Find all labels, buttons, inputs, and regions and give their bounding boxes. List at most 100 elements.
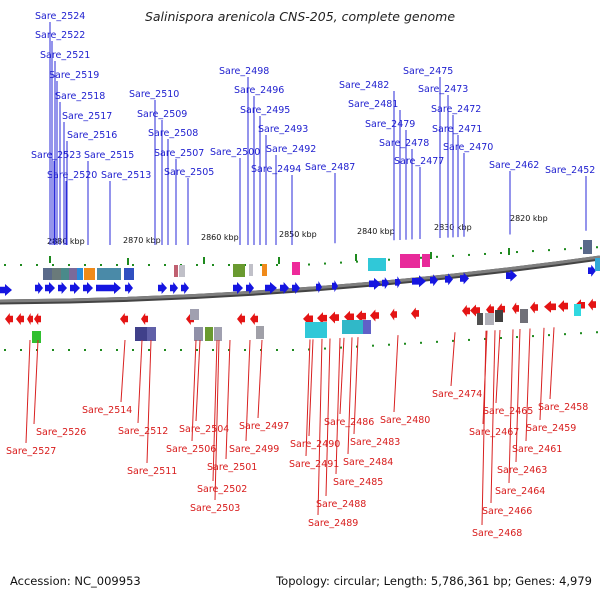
reverse-gene-label: Sare_2499 <box>229 444 279 455</box>
reverse-label-leader <box>195 339 201 422</box>
forward-gene-arrow <box>246 282 254 294</box>
genome-backbone <box>0 255 600 303</box>
reverse-gene-label: Sare_2527 <box>6 446 56 457</box>
track-tick <box>388 258 390 261</box>
forward-gene-label: Sare_2482 <box>339 80 389 91</box>
reverse-gene-arrow <box>512 302 519 315</box>
forward-gene-label: Sare_2515 <box>84 150 134 161</box>
reverse-label-leader <box>120 339 126 403</box>
track-tick <box>148 349 150 351</box>
forward-gene-arrow <box>369 277 381 290</box>
protein-domain-box <box>520 309 528 323</box>
track-tick <box>420 341 422 344</box>
track-tick <box>228 349 230 351</box>
forward-gene-label: Sare_2508 <box>148 128 198 139</box>
reverse-label-leader <box>225 339 231 460</box>
reverse-label-leader <box>137 339 143 424</box>
reverse-gene-arrow <box>5 313 13 325</box>
reverse-gene-label: Sare_2485 <box>333 477 383 488</box>
reverse-gene-label: Sare_2467 <box>469 427 519 438</box>
reverse-gene-label: Sare_2514 <box>82 405 132 416</box>
reverse-gene-arrow <box>411 307 419 320</box>
track-tick <box>196 264 198 266</box>
protein-domain-box <box>574 304 581 316</box>
reverse-gene-arrow <box>16 313 24 325</box>
forward-gene-label: Sare_2517 <box>62 111 112 122</box>
reverse-label-leader <box>393 335 399 413</box>
forward-gene-label: Sare_2494 <box>251 164 301 175</box>
track-tick <box>132 349 134 351</box>
major-tick <box>49 256 51 263</box>
track-tick <box>596 331 598 334</box>
reverse-gene-arrow <box>588 298 596 311</box>
forward-gene-arrow <box>70 282 80 294</box>
protein-domain-box <box>595 258 600 271</box>
track-tick <box>4 349 6 351</box>
forward-gene-label: Sare_2495 <box>240 105 290 116</box>
forward-gene-label: Sare_2492 <box>266 144 316 155</box>
genome-summary: Topology: circular; Length: 5,786,361 bp… <box>276 574 592 588</box>
forward-gene-arrow <box>265 282 277 294</box>
protein-domain-box <box>305 322 327 338</box>
reverse-label-leader <box>25 339 31 444</box>
reverse-gene-arrow <box>558 300 568 313</box>
reverse-gene-label: Sare_2502 <box>197 484 247 495</box>
forward-gene-label: Sare_2520 <box>47 170 97 181</box>
protein-domain-box <box>135 327 147 341</box>
forward-gene-arrow <box>280 282 289 294</box>
track-tick <box>388 343 390 346</box>
reverse-gene-arrow <box>530 301 538 314</box>
protein-domain-box <box>190 309 199 320</box>
reverse-gene-label: Sare_2501 <box>207 462 257 473</box>
forward-gene-arrow <box>316 281 322 294</box>
protein-domain-box <box>43 268 52 280</box>
forward-gene-label: Sare_2493 <box>258 124 308 135</box>
reverse-gene-arrow <box>370 309 379 322</box>
forward-gene-arrow <box>460 272 469 285</box>
track-tick <box>548 249 550 252</box>
reverse-gene-label: Sare_2468 <box>472 528 522 539</box>
track-tick <box>228 264 230 266</box>
track-tick <box>116 349 118 351</box>
reverse-label-leader <box>495 329 501 404</box>
track-tick <box>356 260 358 263</box>
track-tick <box>324 262 326 265</box>
forward-gene-label: Sare_2521 <box>40 50 90 61</box>
forward-gene-label: Sare_2509 <box>137 109 187 120</box>
scale-label-kbp: 2840 kbp <box>357 227 395 236</box>
track-tick <box>340 346 342 349</box>
forward-gene-label: Sare_2523 <box>31 150 81 161</box>
reverse-gene-label: Sare_2459 <box>526 423 576 434</box>
track-tick <box>516 336 518 339</box>
track-tick <box>500 252 502 254</box>
protein-domain-box <box>495 310 503 322</box>
protein-domain-box <box>422 254 430 267</box>
protein-domain-box <box>32 331 41 343</box>
reverse-gene-label: Sare_2511 <box>127 466 177 477</box>
track-tick <box>340 261 342 264</box>
protein-domain-box <box>485 313 494 325</box>
major-tick <box>508 248 510 255</box>
reverse-label-leader <box>33 339 39 425</box>
reverse-label-leader <box>549 327 555 400</box>
reverse-label-leader <box>257 339 263 419</box>
reverse-gene-label: Sare_2480 <box>380 415 430 426</box>
track-tick <box>260 264 262 266</box>
forward-gene-label: Sare_2487 <box>305 162 355 173</box>
track-tick <box>148 264 150 266</box>
reverse-label-leader <box>212 339 218 482</box>
track-tick <box>308 263 310 266</box>
forward-gene-label: Sare_2475 <box>403 66 453 77</box>
major-tick <box>355 254 357 261</box>
protein-domain-box <box>179 265 185 277</box>
protein-domain-box <box>124 268 134 280</box>
forward-gene-label: Sare_2496 <box>234 85 284 96</box>
track-tick <box>4 264 6 266</box>
track-tick <box>36 349 38 351</box>
reverse-gene-label: Sare_2491 <box>289 459 339 470</box>
protein-domain-box <box>292 262 300 275</box>
forward-gene-label: Sare_2498 <box>219 66 269 77</box>
reverse-gene-label: Sare_2466 <box>482 506 532 517</box>
forward-gene-label: Sare_2473 <box>418 84 468 95</box>
reverse-gene-label: Sare_2489 <box>308 518 358 529</box>
